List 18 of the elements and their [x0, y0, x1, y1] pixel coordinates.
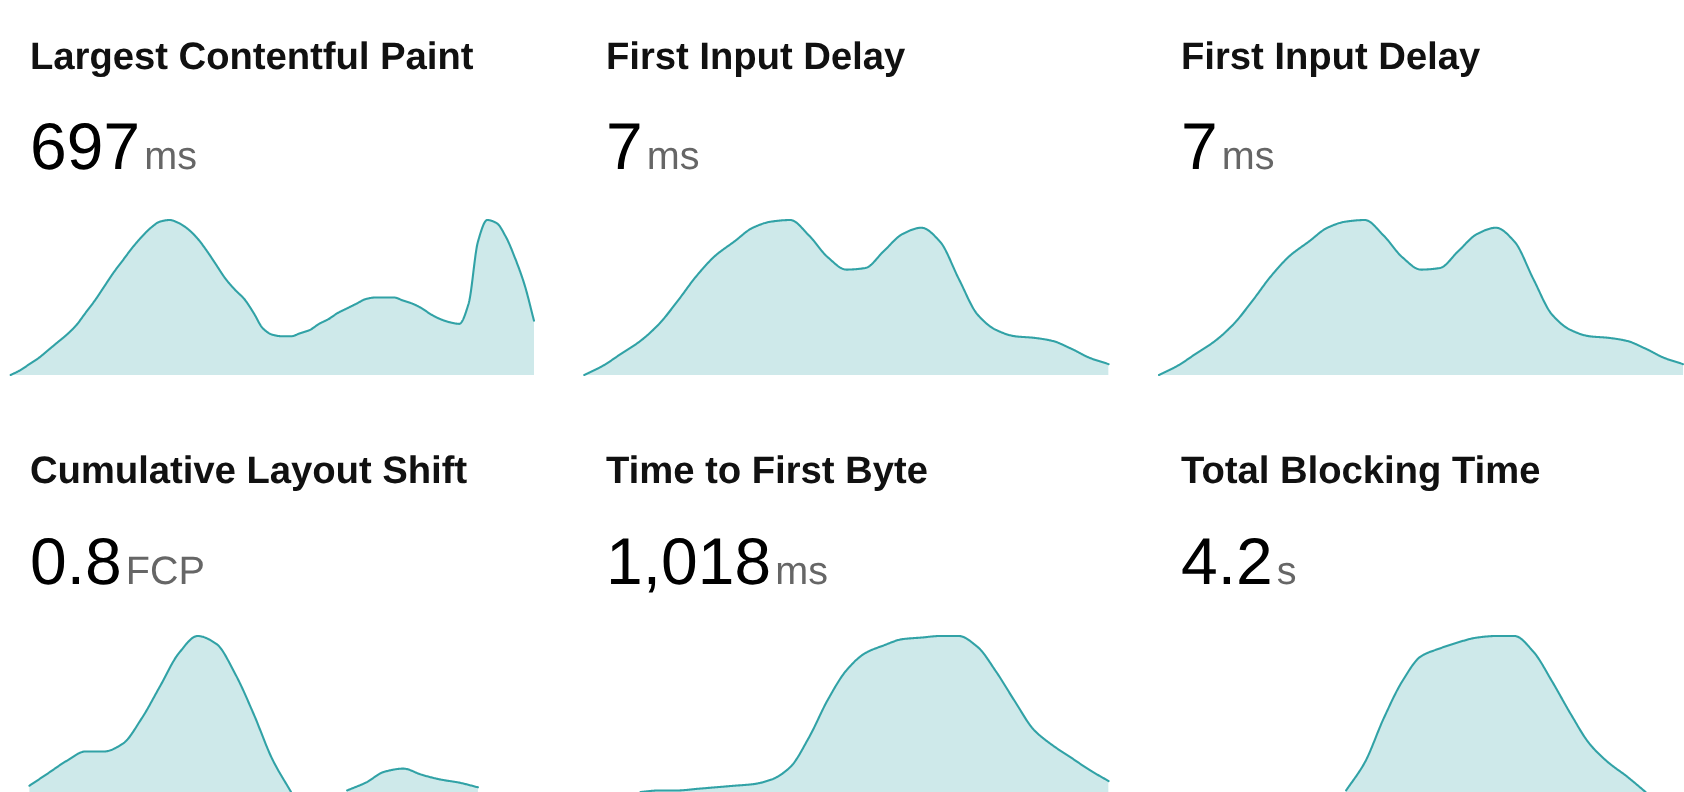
text: 1,018: [611, 537, 769, 593]
chart-title: Time to First Byte: [606, 455, 927, 491]
chart-title: First Input Delay: [608, 41, 906, 77]
text: ms: [1224, 147, 1274, 170]
text: 7: [609, 123, 640, 169]
chart-title: First Input Delay: [1183, 41, 1481, 77]
text: FCP: [129, 556, 203, 585]
text: ms: [649, 147, 699, 170]
chart-title: Total Blocking Time: [1181, 455, 1540, 492]
text: 7: [1184, 123, 1215, 169]
text: s: [1277, 562, 1296, 585]
text: ms: [146, 147, 196, 170]
text: 4.2: [1182, 537, 1270, 584]
text: 697: [33, 122, 137, 170]
text: ms: [777, 562, 827, 585]
chart-title: Largest Contentful Paint: [32, 41, 474, 78]
text: 0.8: [32, 537, 119, 585]
chart-title: Cumulative Layout Shift: [31, 455, 467, 491]
